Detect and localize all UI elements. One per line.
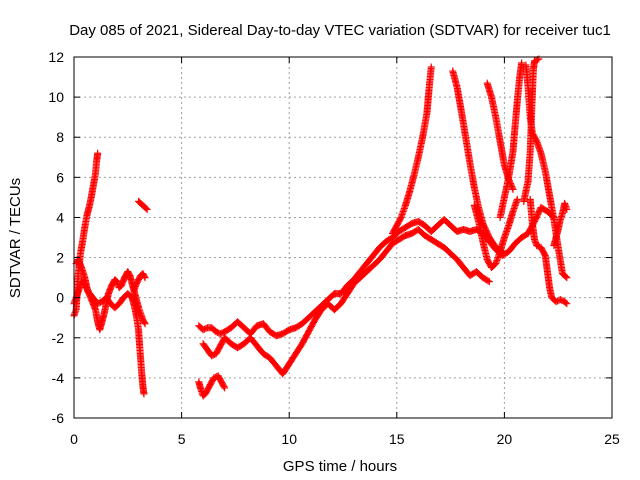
data-point [220, 383, 228, 391]
data-point [142, 204, 150, 212]
data-point [484, 277, 492, 285]
series-arc1 [70, 149, 102, 320]
x-tick-label: 10 [281, 431, 297, 447]
x-axis-label: GPS time / hours [283, 458, 397, 475]
data-point [143, 205, 151, 213]
data-point [562, 299, 570, 307]
y-tick-label: 12 [48, 49, 64, 65]
series-arc17 [550, 199, 571, 250]
y-tick-label: 6 [56, 169, 64, 185]
series-arc4 [130, 270, 149, 294]
data-point [141, 320, 149, 328]
data-point [94, 149, 102, 157]
data-markers [70, 55, 571, 400]
y-axis-label: SDTVAR / TECUs [7, 178, 24, 298]
data-point [563, 205, 571, 213]
y-tick-label: 8 [56, 129, 64, 145]
tick-labels: 0 5 10 15 20 25 -6 -4 -2 0 2 4 6 8 10 12 [48, 49, 620, 447]
x-tick-label: 15 [389, 431, 405, 447]
series-arc13 [496, 59, 526, 221]
data-point [518, 59, 526, 67]
data-point [563, 274, 571, 282]
data-point [485, 278, 493, 286]
data-point [508, 184, 516, 192]
series-arc5 [135, 197, 151, 213]
plot-frame [73, 56, 613, 419]
series-arc9 [388, 63, 435, 237]
y-tick-label: 2 [56, 250, 64, 266]
y-tick-label: -4 [52, 370, 65, 386]
y-tick-label: 4 [56, 209, 64, 225]
data-point [562, 273, 570, 281]
series-arc3 [70, 278, 148, 398]
series-arc7 [195, 203, 558, 340]
axis-ticks [73, 56, 613, 419]
series-arc15 [520, 55, 543, 205]
chart-title: Day 085 of 2021, Sidereal Day-to-day VTE… [69, 22, 611, 39]
y-tick-label: -6 [52, 410, 65, 426]
data-point [141, 274, 149, 282]
x-tick-label: 25 [604, 431, 620, 447]
x-tick-label: 20 [497, 431, 513, 447]
y-tick-label: 10 [48, 89, 64, 105]
data-point [427, 63, 435, 71]
data-point [513, 195, 521, 203]
data-point [140, 272, 148, 280]
series-arc8 [199, 225, 493, 378]
x-tick-label: 5 [178, 431, 186, 447]
series-arc12 [470, 195, 521, 272]
series-arc6 [195, 372, 229, 400]
y-tick-label: 0 [56, 290, 64, 306]
data-point [221, 384, 229, 392]
data-point [509, 185, 517, 193]
data-point [140, 390, 148, 398]
data-point [563, 300, 571, 308]
x-tick-label: 0 [70, 431, 78, 447]
data-point [140, 318, 148, 326]
y-tick-label: -2 [52, 330, 65, 346]
series-arc16 [526, 195, 571, 308]
